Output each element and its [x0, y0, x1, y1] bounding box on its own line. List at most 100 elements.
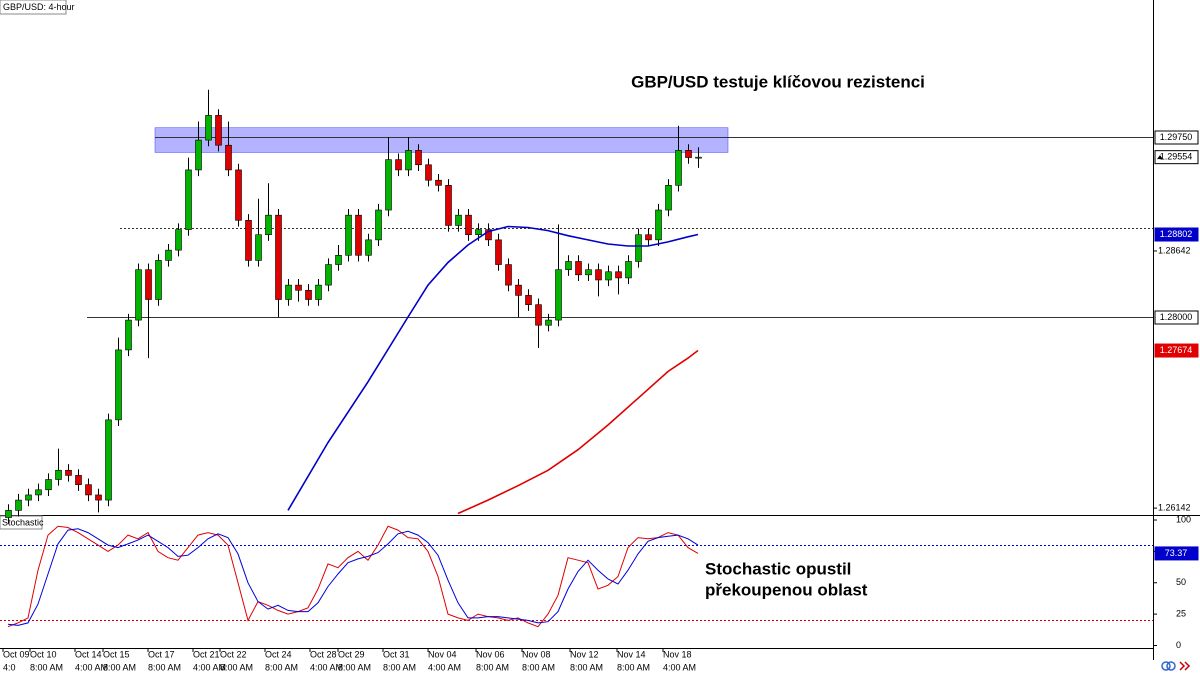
- candle-body: [375, 209, 382, 241]
- x-tick-label: Oct 15: [103, 649, 130, 659]
- x-tick-time: 4:00 AM: [75, 662, 108, 672]
- candle-body: [435, 179, 442, 186]
- candle: [515, 278, 522, 318]
- candle: [155, 254, 162, 306]
- candle: [345, 209, 352, 262]
- candle-body: [515, 284, 522, 296]
- icon: [1161, 661, 1171, 671]
- candle: [465, 209, 472, 241]
- x-tick-label: Oct 14: [75, 649, 102, 659]
- candle: [235, 163, 242, 227]
- candle-body: [655, 209, 662, 241]
- candle: [605, 265, 612, 287]
- price-tag-label: 1.29750: [1160, 132, 1193, 142]
- icon: [1166, 661, 1176, 671]
- candle-body: [75, 475, 82, 485]
- candle: [425, 158, 432, 187]
- candle: [315, 278, 322, 306]
- annotation: GBP/USD testuje klíčovou rezistenci: [631, 72, 925, 91]
- stochastic-line: [7, 525, 699, 628]
- price-tag-label: 1.28000: [1160, 312, 1193, 322]
- candle-body: [195, 139, 202, 171]
- candle: [25, 488, 32, 507]
- moving-average: [287, 225, 699, 511]
- candle: [85, 478, 92, 502]
- candle-body: [645, 234, 652, 241]
- candle-body: [65, 469, 72, 476]
- candle-body: [405, 150, 412, 171]
- x-tick-label: Nov 04: [428, 649, 457, 659]
- candle: [295, 278, 302, 302]
- x-tick-time: 8:00 AM: [103, 662, 136, 672]
- candle: [635, 228, 642, 268]
- candle: [685, 144, 692, 164]
- annotation: překoupenou oblast: [705, 580, 868, 599]
- current-arrow: [1157, 155, 1163, 160]
- candle-body: [155, 260, 162, 300]
- title-box: [0, 0, 67, 15]
- candle-body: [305, 289, 312, 300]
- candle: [205, 89, 212, 147]
- candle: [165, 243, 172, 267]
- candle-body: [5, 510, 12, 518]
- candle-body: [695, 156, 702, 159]
- candle-body: [215, 115, 222, 146]
- candle: [215, 109, 222, 152]
- candle-body: [485, 229, 492, 241]
- candle-body: [395, 159, 402, 171]
- price-tag: [1154, 343, 1199, 358]
- candle-body: [505, 264, 512, 286]
- x-tick-label: Oct 21: [193, 649, 220, 659]
- candle: [405, 137, 412, 177]
- candle-body: [605, 271, 612, 281]
- y-tick-label: 25: [1176, 608, 1186, 618]
- candle: [565, 255, 572, 276]
- price-tag-label: 1.29554: [1160, 152, 1193, 162]
- candle: [65, 464, 72, 482]
- candle-body: [675, 150, 682, 186]
- x-tick-label: Nov 08: [522, 649, 551, 659]
- candle-body: [235, 169, 242, 221]
- x-tick-label: Oct 28: [310, 649, 337, 659]
- candle-body: [565, 261, 572, 270]
- icon: [1179, 661, 1191, 671]
- candle: [105, 413, 112, 507]
- candle: [325, 258, 332, 292]
- candle-body: [55, 469, 62, 480]
- candle: [675, 125, 682, 192]
- candle-body: [385, 159, 392, 211]
- candle-body: [135, 269, 142, 321]
- candle-body: [315, 284, 322, 300]
- candle: [55, 448, 62, 486]
- candle: [285, 278, 292, 306]
- candle: [585, 263, 592, 282]
- moving-average: [457, 349, 699, 515]
- panel-title: Stochastic: [2, 517, 44, 527]
- y-tick-label: 100: [1176, 514, 1191, 524]
- candle: [655, 203, 662, 247]
- candle-body: [85, 484, 92, 496]
- y-tick-label: 0: [1176, 640, 1181, 650]
- candle-body: [575, 261, 582, 276]
- candle-body: [365, 239, 372, 256]
- x-tick-label: Nov 06: [476, 649, 505, 659]
- price-tag: [1154, 310, 1199, 325]
- candle: [45, 473, 52, 496]
- chart-title: GBP/USD: 4-hour: [3, 2, 75, 12]
- x-tick-time: 8:00 AM: [30, 662, 63, 672]
- candle: [575, 255, 582, 282]
- annotation: Stochastic opustil: [705, 559, 851, 578]
- y-tick-label: 1.28642: [1158, 245, 1191, 255]
- candle: [505, 258, 512, 292]
- candle: [385, 137, 392, 217]
- candle: [645, 228, 652, 247]
- candle: [95, 488, 102, 513]
- candle-body: [145, 269, 152, 300]
- toolbar-icons: [1161, 661, 1191, 671]
- candle-body: [45, 479, 52, 491]
- candle-body: [455, 214, 462, 226]
- x-tick-time: 8:00 AM: [383, 662, 416, 672]
- price-tag: [1154, 227, 1199, 242]
- price-tag-label: 1.27674: [1160, 345, 1193, 355]
